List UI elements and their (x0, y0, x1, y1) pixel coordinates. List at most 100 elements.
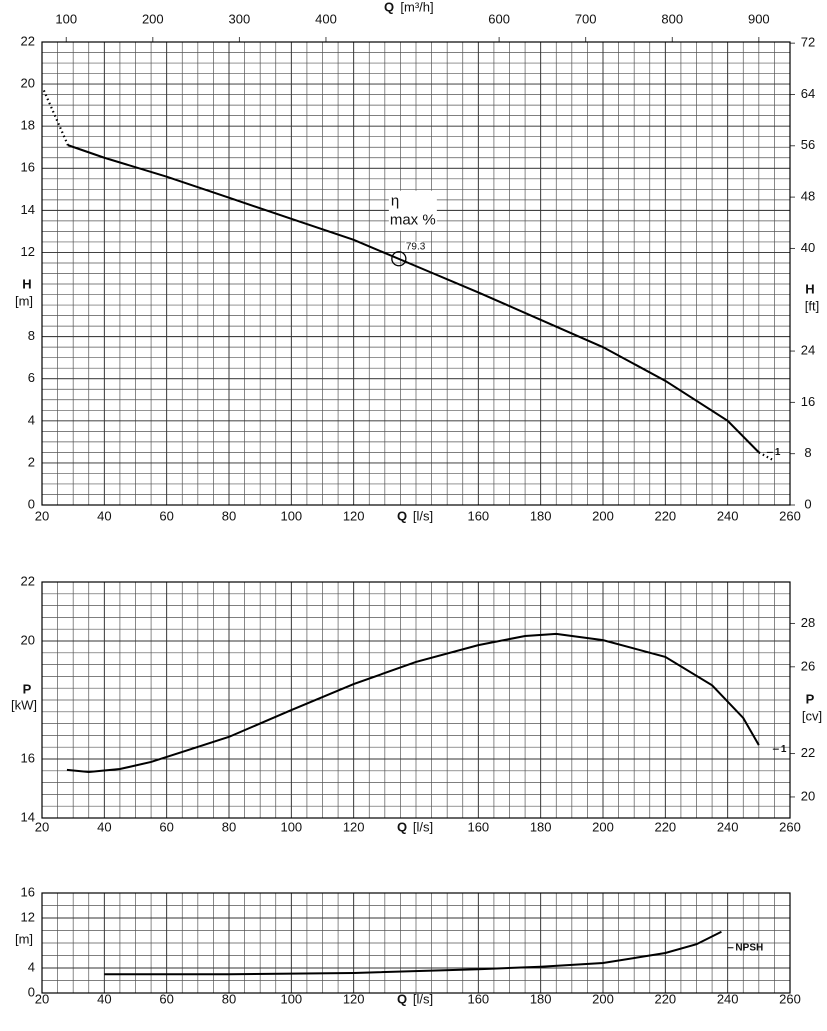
curve (42, 89, 69, 146)
x-tick-label: 120 (343, 819, 365, 834)
curve (104, 930, 722, 976)
x-axis-unit: [l/s] (413, 819, 433, 834)
x-axis-label: Q (397, 508, 407, 523)
y2-tick-label: 48 (801, 189, 815, 204)
y-tick-label: 6 (28, 370, 35, 385)
x-tick-label: 60 (159, 819, 173, 834)
y-tick-label: 16 (21, 750, 35, 765)
y-tick-label: 0 (28, 984, 35, 999)
x2-axis-unit: [m³/h] (400, 0, 433, 14)
x2-tick-label: 600 (488, 11, 510, 26)
x-tick-label: 200 (592, 819, 614, 834)
efficiency-point (391, 251, 407, 267)
x-tick-label: 60 (159, 991, 173, 1006)
x-tick-label: 160 (467, 508, 489, 523)
y-tick-label: 12 (21, 909, 35, 924)
x-tick-label: 240 (717, 819, 739, 834)
x-tick-label: 200 (592, 991, 614, 1006)
y2-axis-unit: [ft] (805, 298, 819, 313)
x-tick-label: 180 (530, 508, 552, 523)
y-tick-label: 22 (21, 573, 35, 588)
x-tick-label: 120 (343, 508, 365, 523)
y2-tick-label: 0 (804, 496, 811, 511)
y-tick-label: 8 (28, 328, 35, 343)
x-tick-label: 100 (280, 991, 302, 1006)
series-label: 1 (781, 744, 787, 755)
plot-frame (41, 41, 791, 506)
x-tick-label: 240 (717, 991, 739, 1006)
x-axis-label: Q (397, 991, 407, 1006)
annotation-bg (404, 241, 423, 252)
y-tick-label: 14 (21, 202, 35, 217)
y2-tick-label: 8 (804, 445, 811, 460)
x-tick-label: 180 (530, 819, 552, 834)
y-axis-unit: [m] (15, 293, 33, 308)
x-tick-label: 40 (97, 508, 111, 523)
x-tick-label: 260 (779, 991, 801, 1006)
x-tick-label: 160 (467, 991, 489, 1006)
y-tick-label: 22 (21, 33, 35, 48)
x2-tick-label: 900 (748, 11, 770, 26)
x-axis-unit: [l/s] (413, 508, 433, 523)
y2-tick-label: 24 (801, 342, 815, 357)
y2-tick-label: 22 (801, 745, 815, 760)
x-tick-label: 260 (779, 508, 801, 523)
y2-tick-label: 20 (801, 788, 815, 803)
x-tick-label: 100 (280, 508, 302, 523)
x-tick-label: 220 (654, 991, 676, 1006)
y-tick-label: 20 (21, 632, 35, 647)
plot-frame (41, 581, 791, 819)
y2-tick-label: 26 (801, 658, 815, 673)
y-tick-label: 12 (21, 244, 35, 259)
curve (66, 632, 760, 773)
x-tick-label: 20 (35, 508, 49, 523)
x-tick-label: 80 (222, 819, 236, 834)
x-tick-label: 220 (654, 508, 676, 523)
x-tick-label: 240 (717, 508, 739, 523)
x2-tick-label: 400 (315, 11, 337, 26)
y2-axis-unit: [cv] (802, 708, 822, 723)
y2-tick-label: 56 (801, 137, 815, 152)
x2-tick-label: 300 (229, 11, 251, 26)
y2-tick-label: 16 (801, 394, 815, 409)
y2-tick-label: 40 (801, 240, 815, 255)
y-tick-label: 2 (28, 454, 35, 469)
plot-frame (41, 892, 791, 994)
series-label: NPSH (735, 942, 763, 953)
curve (67, 144, 760, 454)
x-tick-label: 20 (35, 819, 49, 834)
y-tick-label: 4 (28, 959, 35, 974)
y2-axis-label: P (806, 691, 815, 706)
y2-axis-label: H (805, 281, 814, 296)
x-tick-label: 80 (222, 508, 236, 523)
y-tick-label: 4 (28, 412, 35, 427)
y-tick-label: 0 (28, 496, 35, 511)
y-tick-label: 16 (21, 160, 35, 175)
annotation-value: 79.3 (406, 241, 426, 252)
y2-tick-label: 72 (801, 35, 815, 50)
x-tick-label: 180 (530, 991, 552, 1006)
x-tick-label: 60 (159, 508, 173, 523)
x-tick-label: 200 (592, 508, 614, 523)
y2-tick-label: 64 (801, 86, 815, 101)
x2-tick-label: 700 (575, 11, 597, 26)
x-tick-label: 100 (280, 819, 302, 834)
x-tick-label: 40 (97, 819, 111, 834)
y-tick-label: 14 (21, 809, 35, 824)
y-axis-unit: [kW] (11, 697, 37, 712)
series-label: 1 (775, 447, 781, 458)
x2-tick-label: 200 (142, 11, 164, 26)
annotation-bg (388, 190, 437, 231)
x2-axis-label: Q (384, 0, 394, 14)
y-tick-label: 16 (21, 884, 35, 899)
annotation-text: max % (390, 212, 436, 229)
curve (758, 451, 775, 462)
x2-tick-label: 100 (55, 11, 77, 26)
annotation-text: η (391, 193, 399, 210)
x-tick-label: 160 (467, 819, 489, 834)
x-axis-label: Q (397, 819, 407, 834)
y-axis-unit: [m] (15, 931, 33, 946)
x-tick-label: 40 (97, 991, 111, 1006)
